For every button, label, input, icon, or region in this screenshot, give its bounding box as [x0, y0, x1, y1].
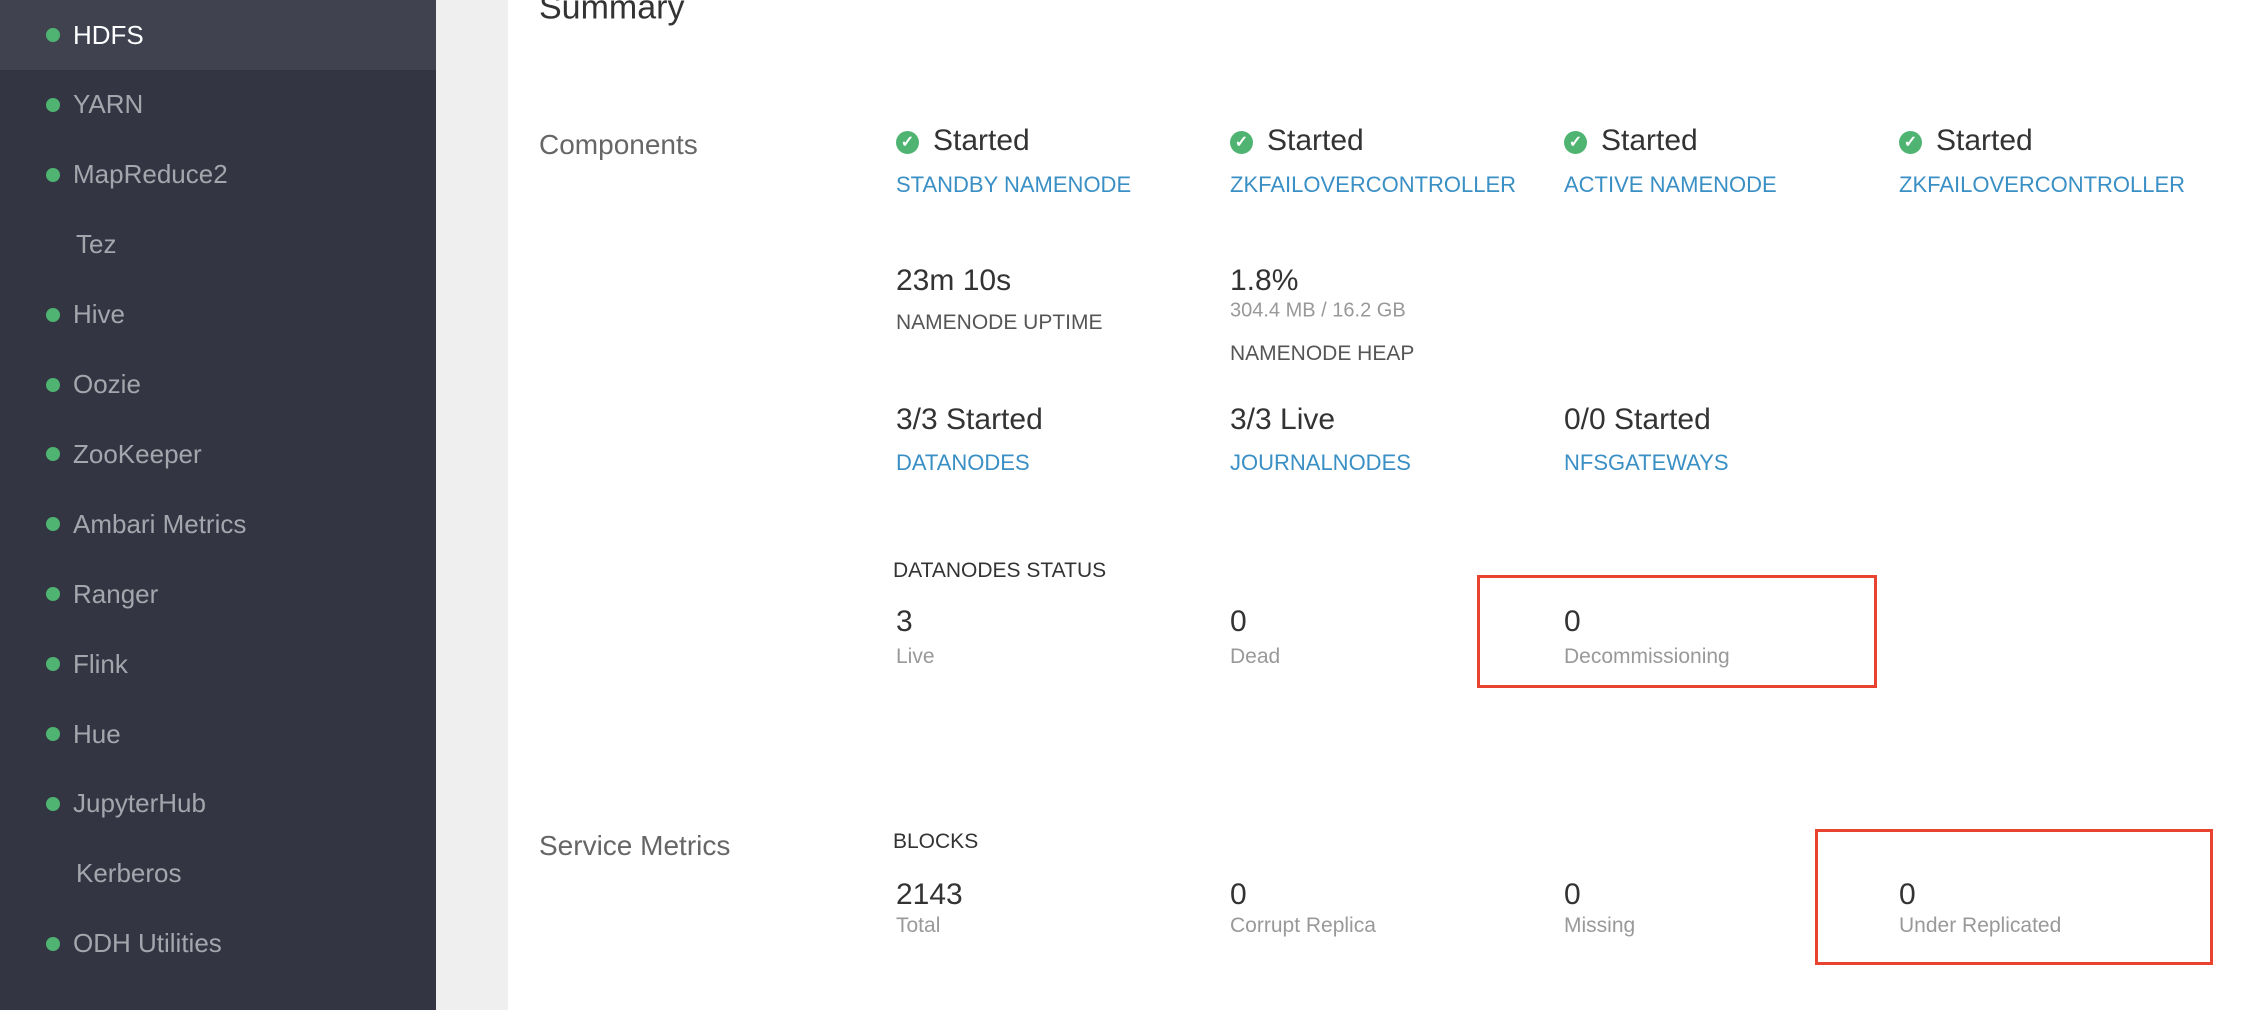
check-circle-icon: ✓ — [1899, 131, 1922, 154]
sidebar-item-hue[interactable]: Hue — [0, 699, 436, 769]
check-circle-icon: ✓ — [1230, 131, 1253, 154]
sidebar-item-label: HDFS — [73, 19, 144, 50]
dead-value: 0 — [1230, 605, 1247, 638]
status-text: Started — [1267, 124, 1364, 157]
status-dot-icon — [46, 517, 60, 532]
components-label: Components — [539, 129, 698, 160]
sidebar-item-oozie[interactable]: Oozie — [0, 350, 436, 420]
status-dot-icon — [46, 936, 60, 951]
live-value: 3 — [896, 605, 913, 638]
status-dot-icon — [46, 28, 60, 42]
component-status: ✓ Started — [1230, 124, 1364, 158]
sidebar-gutter — [436, 0, 508, 1010]
sidebar-item-tez[interactable]: Tez — [0, 210, 436, 280]
dead-label: Dead — [1230, 645, 1281, 668]
page-title: Summary — [539, 0, 685, 27]
status-dot-icon — [46, 727, 60, 741]
corrupt-replica-value: 0 — [1230, 878, 1247, 911]
decommissioning-value: 0 — [1564, 605, 1581, 638]
blocks-label: BLOCKS — [893, 830, 979, 853]
datanodes-link[interactable]: DATANODES — [896, 450, 1030, 475]
sidebar-item-label: MapReduce2 — [73, 159, 228, 190]
nfsgateways-link[interactable]: NFSGATEWAYS — [1564, 450, 1729, 475]
missing-value: 0 — [1564, 878, 1581, 911]
sidebar-item-flink[interactable]: Flink — [0, 629, 436, 699]
decommissioning-label: Decommissioning — [1564, 645, 1730, 668]
datanodes-status-label: DATANODES STATUS — [893, 559, 1107, 582]
zkfailovercontroller-link[interactable]: ZKFAILOVERCONTROLLER — [1230, 172, 1517, 197]
component-status: ✓ Started — [1564, 124, 1698, 158]
standby-namenode-link[interactable]: STANDBY NAMENODE — [896, 172, 1132, 197]
namenode-heap-detail: 304.4 MB / 16.2 GB — [1230, 299, 1406, 322]
status-text: Started — [1601, 124, 1698, 157]
component-status: ✓ Started — [1899, 124, 2033, 158]
missing-label: Missing — [1564, 914, 1636, 937]
status-text: Started — [1936, 124, 2033, 157]
sidebar-item-kerberos[interactable]: Kerberos — [0, 839, 436, 909]
sidebar-item-label: Kerberos — [76, 858, 182, 889]
namenode-heap-value: 1.8% — [1230, 264, 1299, 297]
sidebar: HDFS YARN MapReduce2 Tez Hive Oozie ZooKeeper A… — [0, 0, 436, 1010]
check-circle-icon: ✓ — [896, 131, 919, 154]
active-namenode-link[interactable]: ACTIVE NAMENODE — [1564, 172, 1777, 197]
component-status: ✓ Started — [896, 124, 1030, 158]
status-dot-icon — [46, 307, 60, 322]
sidebar-item-label: ODH Utilities — [73, 928, 222, 959]
sidebar-item-label: ZooKeeper — [73, 438, 202, 469]
sidebar-item-ambari-metrics[interactable]: Ambari Metrics — [0, 489, 436, 559]
status-dot-icon — [46, 657, 60, 672]
check-circle-icon: ✓ — [1564, 131, 1587, 154]
total-blocks-value: 2143 — [896, 878, 963, 911]
status-dot-icon — [46, 97, 60, 112]
sidebar-item-label: Hive — [73, 299, 126, 330]
sidebar-item-label: Ranger — [73, 578, 159, 609]
datanodes-count: 3/3 Started — [896, 403, 1043, 436]
corrupt-replica-label: Corrupt Replica — [1230, 914, 1376, 937]
live-label: Live — [896, 645, 935, 668]
namenode-uptime-value: 23m 10s — [896, 264, 1012, 297]
total-blocks-label: Total — [896, 914, 941, 937]
sidebar-item-label: YARN — [73, 89, 144, 120]
status-dot-icon — [46, 167, 60, 182]
under-replicated-label: Under Replicated — [1899, 914, 2062, 937]
sidebar-item-label: Oozie — [73, 369, 141, 399]
namenode-uptime-label: NAMENODE UPTIME — [896, 311, 1103, 334]
sidebar-item-zookeeper[interactable]: ZooKeeper — [0, 419, 436, 489]
namenode-heap-label: NAMENODE HEAP — [1230, 342, 1415, 365]
sidebar-item-label: JupyterHub — [73, 788, 206, 819]
status-dot-icon — [46, 796, 60, 811]
under-replicated-value: 0 — [1899, 878, 1916, 911]
journalnodes-link[interactable]: JOURNALNODES — [1230, 450, 1411, 475]
status-dot-icon — [46, 587, 60, 602]
sidebar-item-label: Tez — [76, 229, 117, 260]
sidebar-item-hdfs[interactable]: HDFS — [0, 0, 436, 70]
status-text: Started — [933, 124, 1030, 157]
journalnodes-count: 3/3 Live — [1230, 403, 1336, 436]
sidebar-item-hive[interactable]: Hive — [0, 280, 436, 350]
highlight-box — [1477, 575, 1877, 688]
service-metrics-label: Service Metrics — [539, 830, 731, 861]
status-dot-icon — [46, 447, 60, 462]
sidebar-item-mapreduce2[interactable]: MapReduce2 — [0, 140, 436, 210]
status-dot-icon — [46, 377, 60, 392]
sidebar-item-label: Ambari Metrics — [73, 508, 247, 539]
sidebar-item-yarn[interactable]: YARN — [0, 70, 436, 140]
highlight-box — [1815, 829, 2213, 965]
sidebar-item-odh-utilities[interactable]: ODH Utilities — [0, 909, 436, 979]
nfsgateways-count: 0/0 Started — [1564, 403, 1711, 436]
sidebar-item-jupyterhub[interactable]: JupyterHub — [0, 769, 436, 839]
sidebar-item-label: Hue — [73, 718, 121, 749]
sidebar-item-label: Flink — [73, 648, 128, 679]
main-content: Summary Components ✓ Started ✓ Started ✓ St… — [508, 0, 2248, 1010]
sidebar-item-ranger[interactable]: Ranger — [0, 559, 436, 629]
zkfailovercontroller-link[interactable]: ZKFAILOVERCONTROLLER — [1899, 172, 2186, 197]
